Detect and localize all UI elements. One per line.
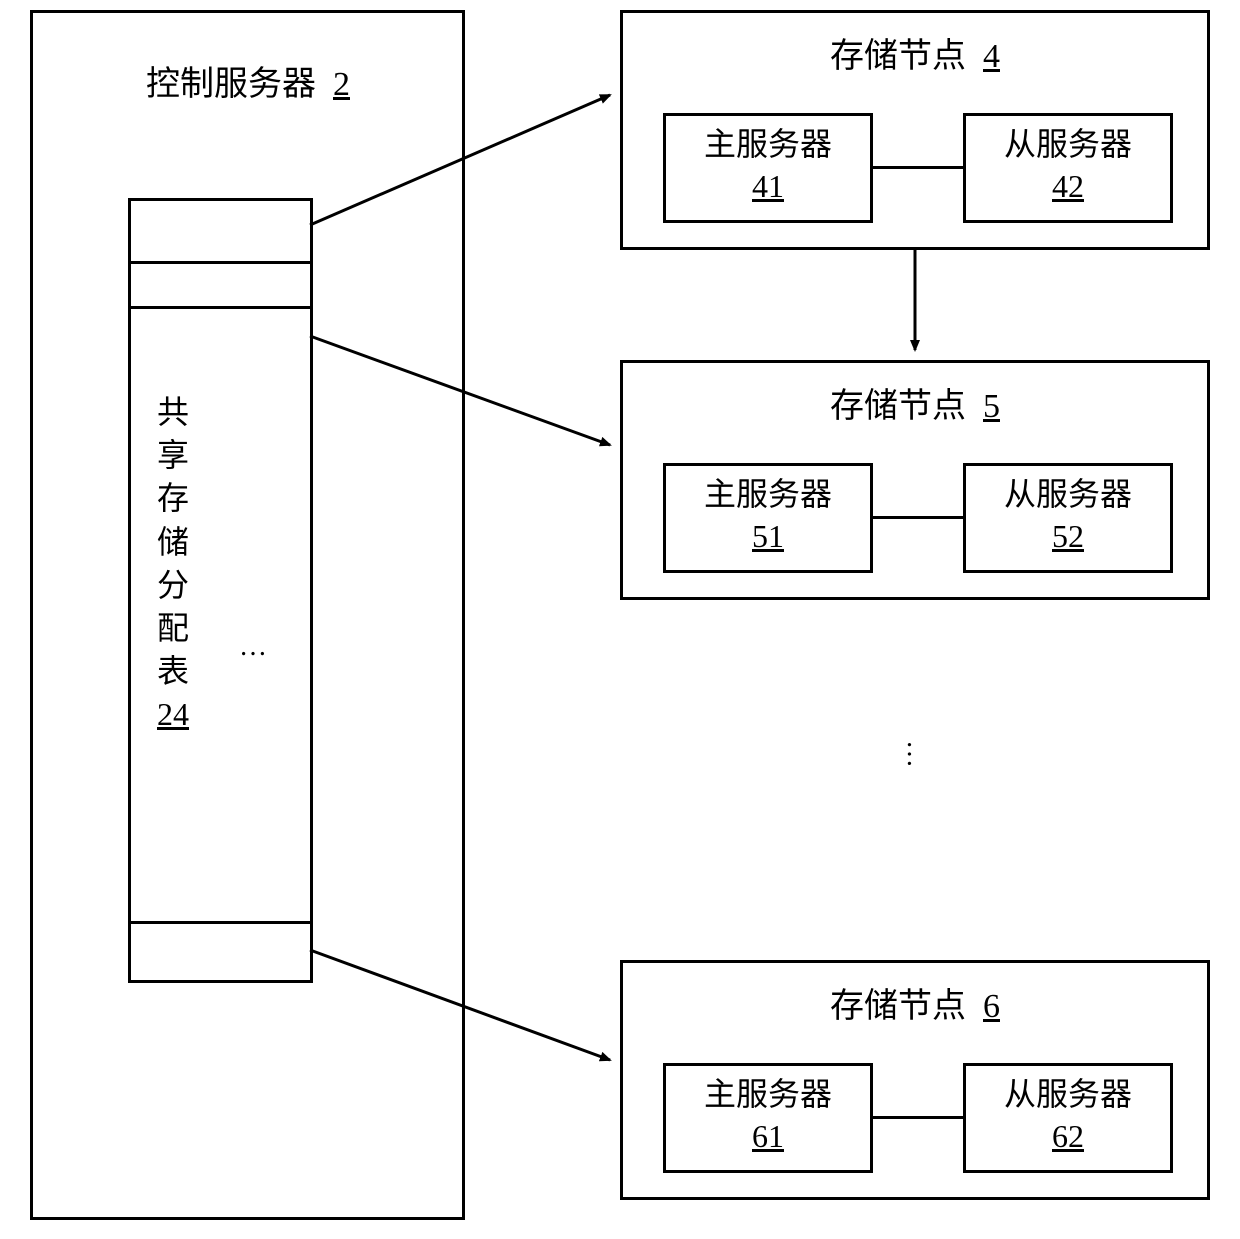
storage-node-id: 5 bbox=[983, 388, 1000, 425]
control-server-id: 2 bbox=[333, 66, 350, 103]
storage-node-label: 存储节点 bbox=[830, 388, 966, 425]
allocation-table-label: 共 享 存 储 分 配 表 24 bbox=[153, 391, 193, 737]
node6-inner-connector bbox=[873, 1116, 963, 1119]
storage-node-5-title: 存储节点 5 bbox=[623, 385, 1207, 429]
table-ellipsis: … bbox=[239, 631, 269, 663]
storage-node-6-title: 存储节点 6 bbox=[623, 985, 1207, 1029]
secondary-id: 52 bbox=[1052, 518, 1084, 554]
primary-id: 61 bbox=[752, 1118, 784, 1154]
node5-inner-connector bbox=[873, 516, 963, 519]
vtext-char: 分 bbox=[157, 567, 189, 603]
secondary-id: 62 bbox=[1052, 1118, 1084, 1154]
table-divider bbox=[131, 306, 310, 309]
allocation-table-id: 24 bbox=[157, 696, 189, 732]
secondary-server-42: 从服务器 42 bbox=[963, 113, 1173, 223]
vtext-char: 配 bbox=[157, 610, 189, 646]
secondary-label: 从服务器 bbox=[1004, 476, 1132, 512]
storage-node-6: 存储节点 6 主服务器 61 从服务器 62 bbox=[620, 960, 1210, 1200]
storage-node-5: 存储节点 5 主服务器 51 从服务器 52 bbox=[620, 360, 1210, 600]
diagram-canvas: 控制服务器 2 共 享 存 储 分 配 表 24 … 存储节点 bbox=[0, 0, 1240, 1239]
nodes-ellipsis: … bbox=[900, 740, 932, 774]
primary-label: 主服务器 bbox=[704, 126, 832, 162]
table-divider bbox=[131, 921, 310, 924]
secondary-server-62: 从服务器 62 bbox=[963, 1063, 1173, 1173]
storage-node-4: 存储节点 4 主服务器 41 从服务器 42 bbox=[620, 10, 1210, 250]
control-server-label: 控制服务器 bbox=[146, 66, 316, 103]
primary-server-51: 主服务器 51 bbox=[663, 463, 873, 573]
storage-node-id: 4 bbox=[983, 38, 1000, 75]
storage-node-label: 存储节点 bbox=[830, 38, 966, 75]
secondary-label: 从服务器 bbox=[1004, 126, 1132, 162]
secondary-label: 从服务器 bbox=[1004, 1076, 1132, 1112]
node4-inner-connector bbox=[873, 166, 963, 169]
vtext-char: 储 bbox=[157, 524, 189, 560]
vtext-char: 表 bbox=[157, 653, 189, 689]
secondary-server-52: 从服务器 52 bbox=[963, 463, 1173, 573]
control-server-box: 控制服务器 2 共 享 存 储 分 配 表 24 … bbox=[30, 10, 465, 1220]
primary-server-41: 主服务器 41 bbox=[663, 113, 873, 223]
vtext-char: 享 bbox=[157, 437, 189, 473]
primary-label: 主服务器 bbox=[704, 1076, 832, 1112]
control-server-title: 控制服务器 2 bbox=[113, 63, 383, 107]
storage-node-id: 6 bbox=[983, 988, 1000, 1025]
primary-id: 41 bbox=[752, 168, 784, 204]
primary-server-61: 主服务器 61 bbox=[663, 1063, 873, 1173]
primary-label: 主服务器 bbox=[704, 476, 832, 512]
vtext-char: 存 bbox=[157, 480, 189, 516]
table-divider bbox=[131, 261, 310, 264]
secondary-id: 42 bbox=[1052, 168, 1084, 204]
allocation-table: 共 享 存 储 分 配 表 24 … bbox=[128, 198, 313, 983]
primary-id: 51 bbox=[752, 518, 784, 554]
storage-node-4-title: 存储节点 4 bbox=[623, 35, 1207, 79]
storage-node-label: 存储节点 bbox=[830, 988, 966, 1025]
vtext-char: 共 bbox=[157, 394, 189, 430]
